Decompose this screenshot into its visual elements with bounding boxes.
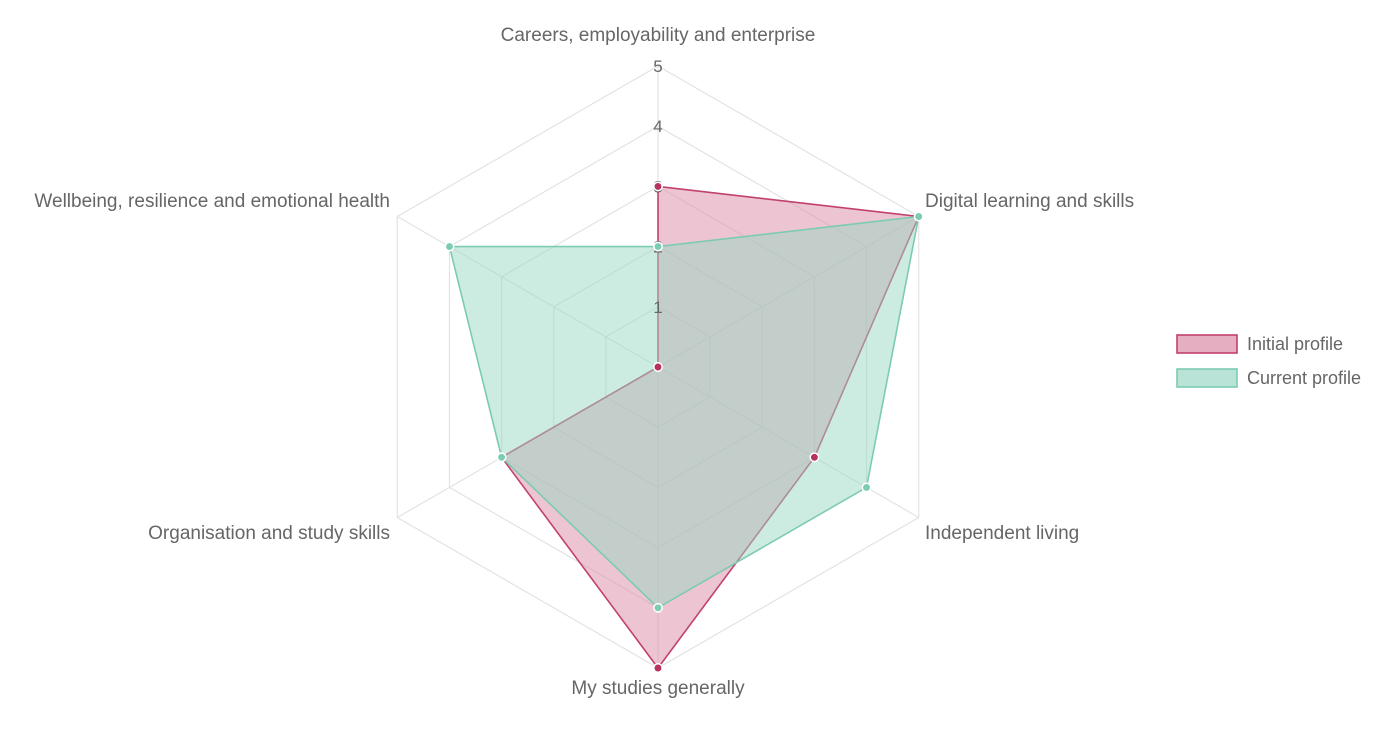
series-2-point[interactable] xyxy=(653,602,663,613)
series-2-point[interactable] xyxy=(444,241,455,252)
series-2-point[interactable] xyxy=(861,482,872,493)
legend-label: Initial profile xyxy=(1247,334,1343,354)
legend-label: Current profile xyxy=(1247,368,1361,388)
axis-label: Organisation and study skills xyxy=(148,523,390,544)
legend-swatch xyxy=(1176,368,1238,388)
legend: Initial profile Current profile xyxy=(1176,334,1361,388)
axis-label: Careers, employability and enterprise xyxy=(501,25,816,46)
legend-swatch xyxy=(1176,334,1238,354)
series-1-point[interactable] xyxy=(653,362,663,372)
series-2-point[interactable] xyxy=(496,452,507,463)
series-points xyxy=(444,181,924,673)
legend-item[interactable]: Initial profile xyxy=(1176,334,1343,354)
series-1-point[interactable] xyxy=(653,181,663,192)
series-2-point[interactable] xyxy=(913,211,924,222)
series-2-point[interactable] xyxy=(653,241,663,252)
axis-labels: Careers, employability and enterprise Dig… xyxy=(34,25,1134,699)
tick-label: 1 xyxy=(653,298,662,317)
axis-label: My studies generally xyxy=(571,678,745,699)
legend-item[interactable]: Current profile xyxy=(1176,368,1361,388)
series-1-point[interactable] xyxy=(653,663,663,673)
series-1-point[interactable] xyxy=(809,452,820,463)
axis-label: Digital learning and skills xyxy=(925,191,1134,212)
series-areas xyxy=(448,185,920,670)
tick-label: 5 xyxy=(653,57,662,76)
tick-label: 4 xyxy=(653,117,662,136)
axis-label: Independent living xyxy=(925,523,1079,544)
series-area-2 xyxy=(448,215,920,609)
axis-label: Wellbeing, resilience and emotional heal… xyxy=(34,191,390,212)
